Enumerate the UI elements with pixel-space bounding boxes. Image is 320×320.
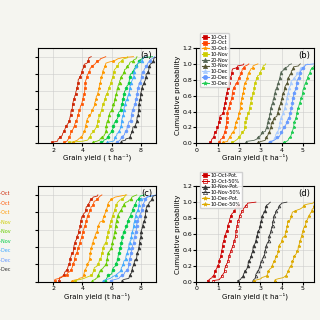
X-axis label: Grain yield (t ha⁻¹): Grain yield (t ha⁻¹) [222,154,288,161]
Text: 20-Oct: 20-Oct [0,201,10,205]
Text: 20-Dec: 20-Dec [0,258,11,263]
Text: (b): (b) [298,51,310,60]
Text: (c): (c) [141,189,152,198]
Text: (a): (a) [140,51,152,60]
X-axis label: Grain yield ( t ha⁻¹): Grain yield ( t ha⁻¹) [63,154,131,161]
Text: 30-Oct: 30-Oct [0,210,10,215]
Text: 30-Nov: 30-Nov [0,239,12,244]
X-axis label: Grain yield (t ha⁻¹): Grain yield (t ha⁻¹) [64,292,130,300]
Text: 30-Dec: 30-Dec [0,267,11,272]
Legend: 10-Oct-Pot., 10-Oct-50%, 10-Nov-Pot., 10-Nov-50%, 10-Dec-Pot., 10-Dec-50%: 10-Oct-Pot., 10-Oct-50%, 10-Nov-Pot., 10… [200,172,242,208]
Text: 20-Nov: 20-Nov [0,229,12,234]
Y-axis label: Cumulative probability: Cumulative probability [175,56,181,135]
Text: 10-Oct: 10-Oct [0,191,10,196]
X-axis label: Grain yield (t ha⁻¹): Grain yield (t ha⁻¹) [222,292,288,300]
Text: 10-Nov: 10-Nov [0,220,12,225]
Legend: 10-Oct, 20-Oct, 30-Oct, 10-Nov, 20-Nov, 30-Nov, 10-Dec, 20-Dec, 30-Dec: 10-Oct, 20-Oct, 30-Oct, 10-Nov, 20-Nov, … [200,33,229,87]
Text: 10-Dec: 10-Dec [0,248,11,253]
Text: (d): (d) [298,189,310,198]
Y-axis label: Cumulative probability: Cumulative probability [175,194,181,274]
